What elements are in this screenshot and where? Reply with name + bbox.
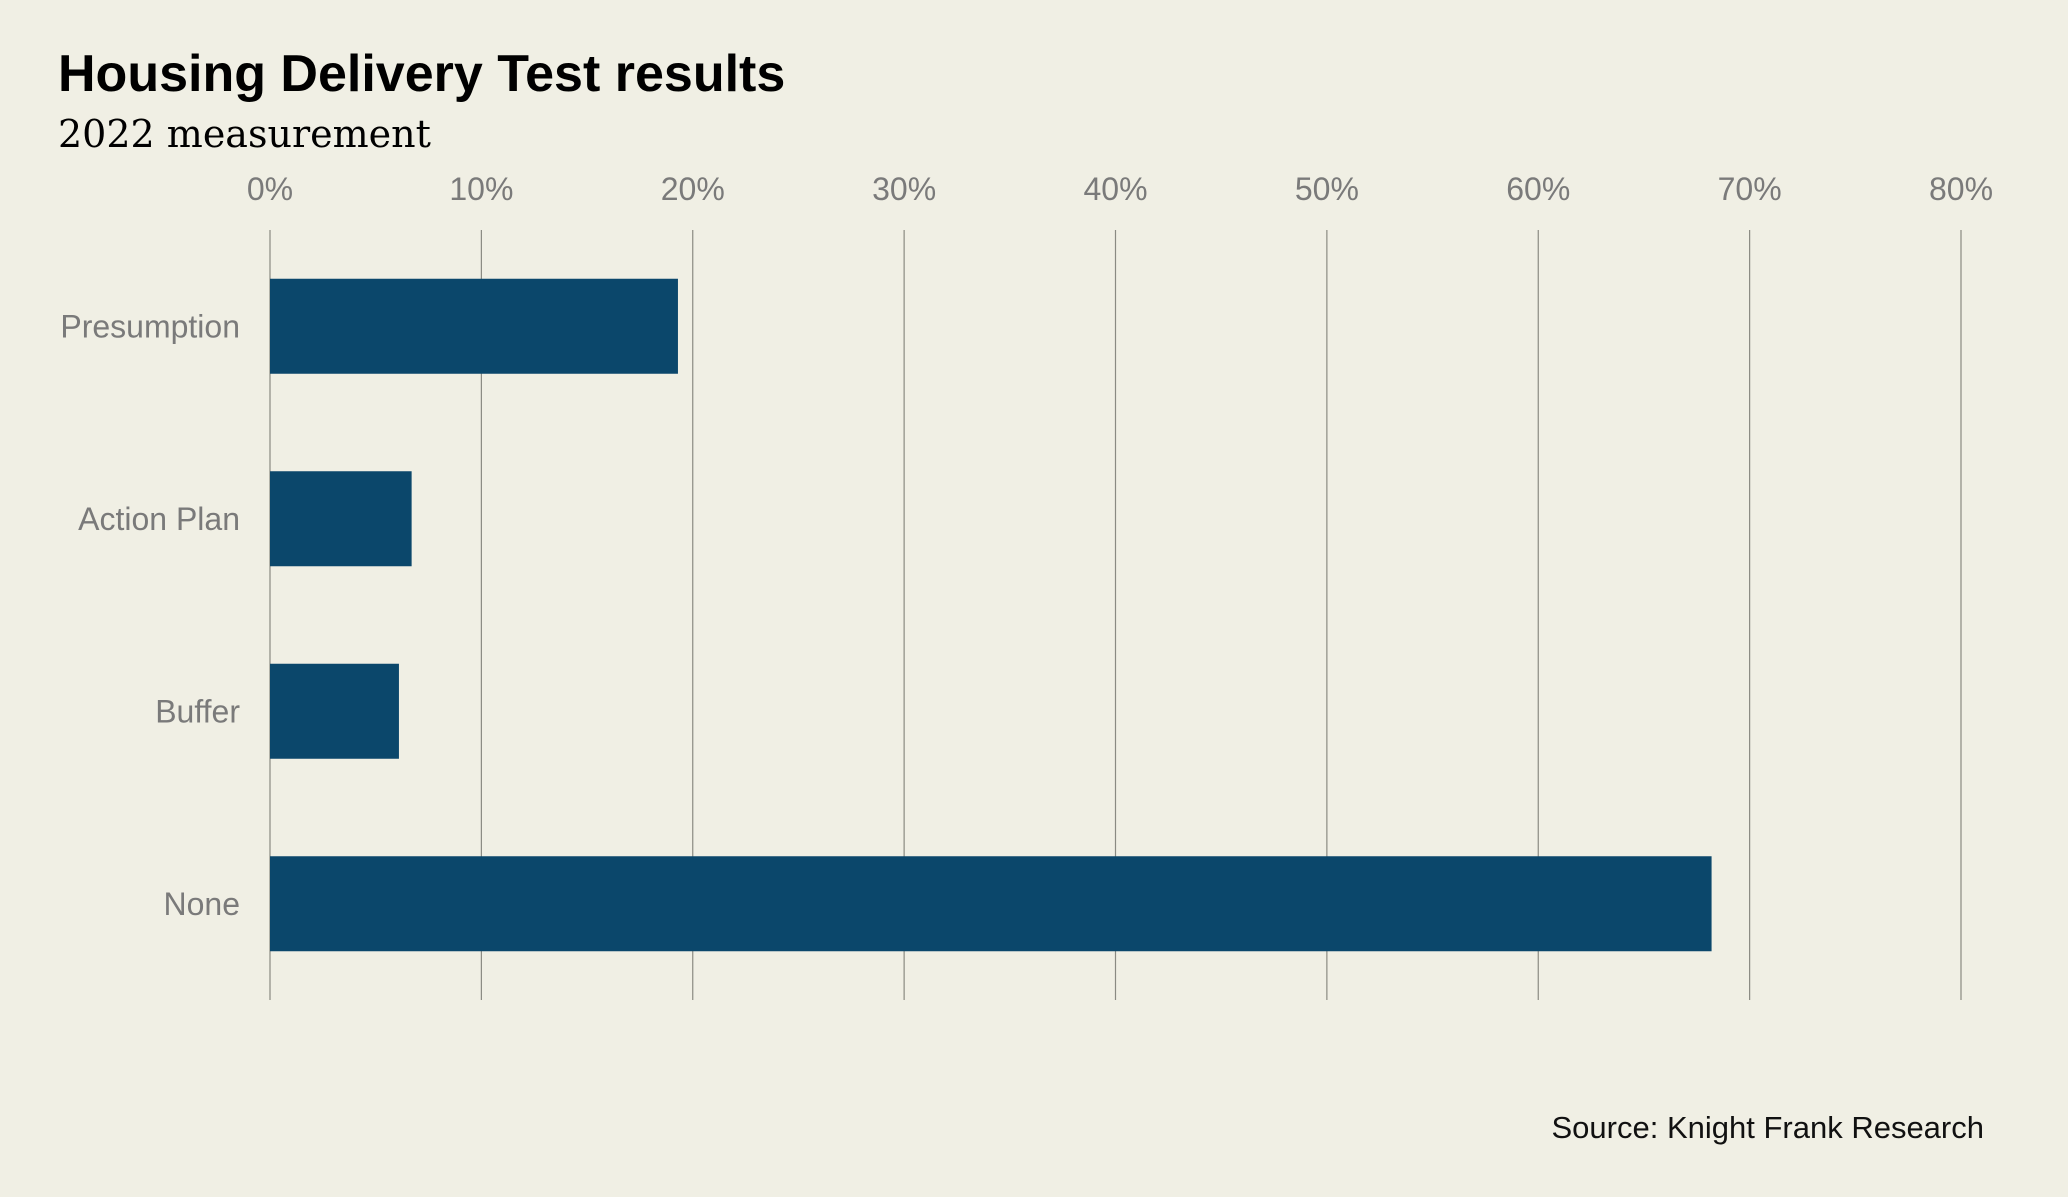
bar (270, 471, 412, 567)
x-tick-label: 20% (661, 171, 725, 207)
x-tick-label: 60% (1506, 171, 1570, 207)
x-tick-label: 0% (247, 171, 293, 207)
bar (270, 856, 1712, 952)
source-note: Source: Knight Frank Research (1551, 1110, 1985, 1145)
chart-title: Housing Delivery Test results (58, 45, 786, 103)
x-tick-label: 70% (1718, 171, 1782, 207)
x-tick-label: 30% (872, 171, 936, 207)
bars (270, 278, 1712, 952)
bar (270, 663, 399, 759)
chart-subtitle: 2022 measurement (58, 112, 431, 156)
x-tick-label: 80% (1929, 171, 1993, 207)
category-labels: Presumption Action Plan Buffer None (60, 308, 240, 922)
bar (270, 278, 678, 374)
x-tick-label: 10% (449, 171, 513, 207)
category-label: Presumption (60, 308, 240, 344)
category-label: Buffer (155, 693, 240, 729)
x-axis-tick-labels: 0% 10% 20% 30% 40% 50% 60% 70% 80% (247, 171, 1993, 207)
category-label: Action Plan (78, 501, 240, 537)
category-label: None (164, 886, 241, 922)
x-tick-label: 40% (1083, 171, 1147, 207)
x-tick-label: 50% (1295, 171, 1359, 207)
